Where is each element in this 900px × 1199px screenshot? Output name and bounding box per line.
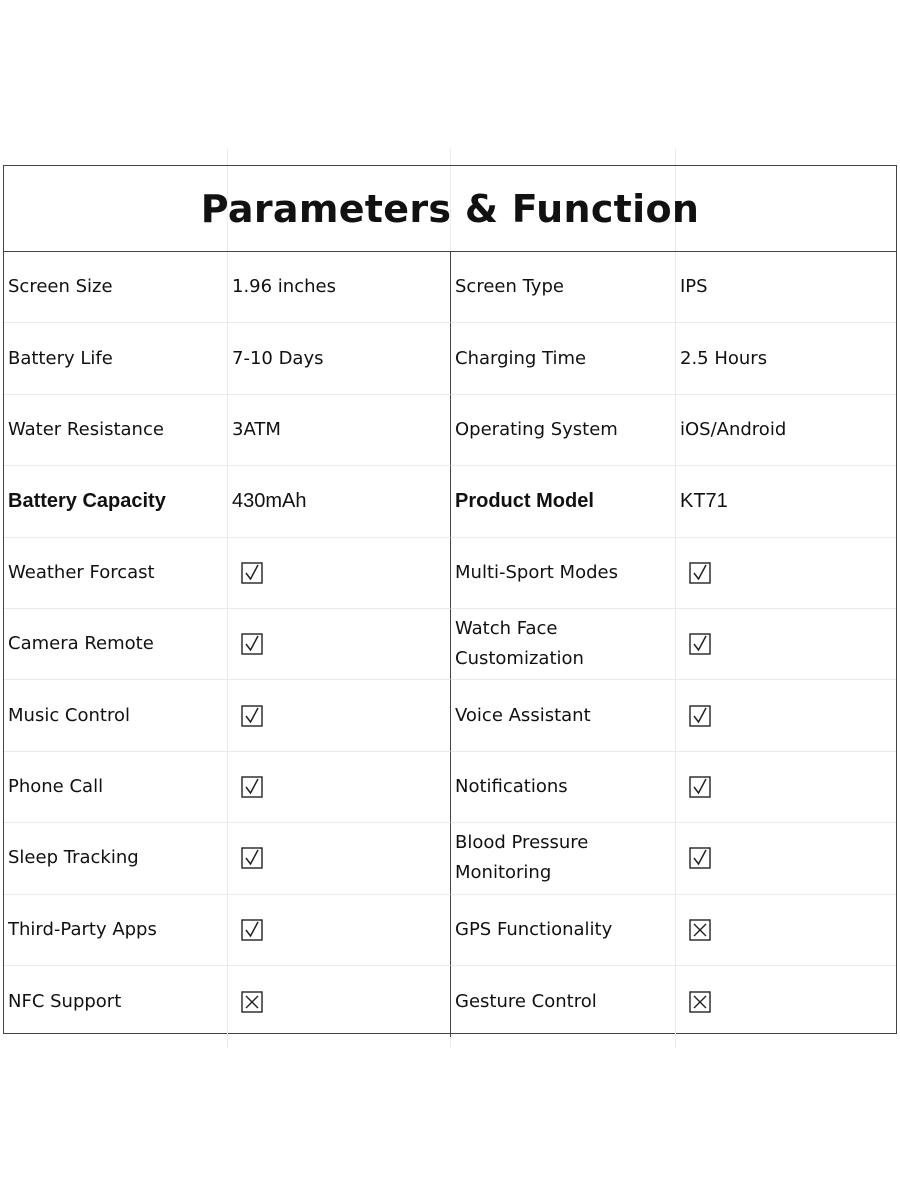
param-label: Screen Type xyxy=(451,252,676,324)
param-value xyxy=(676,538,896,609)
crossed-box-icon xyxy=(689,919,711,941)
param-label: Battery Capacity xyxy=(4,466,228,538)
checked-box-icon xyxy=(689,776,711,798)
param-value: 3ATM xyxy=(228,394,451,467)
param-label: Sleep Tracking xyxy=(4,823,228,895)
param-label: Screen Size xyxy=(4,252,228,324)
param-label: Voice Assistant xyxy=(451,680,676,752)
checked-box-icon xyxy=(689,704,711,727)
param-label: Camera Remote xyxy=(4,608,228,681)
param-value xyxy=(228,537,451,609)
param-value: 1.96 inches xyxy=(228,252,451,324)
spec-table: Parameters & Function Screen Size 1.96 in… xyxy=(3,165,897,1038)
param-label: Watch Face Customization xyxy=(451,608,676,681)
param-label: Operating System xyxy=(451,394,676,467)
crossed-box-icon xyxy=(241,990,263,1013)
param-label: Product Model xyxy=(451,466,676,538)
param-label: Weather Forcast xyxy=(4,537,228,609)
param-label: Battery Life xyxy=(4,323,228,395)
param-value xyxy=(228,680,451,752)
param-value xyxy=(676,966,896,1037)
param-label: Charging Time xyxy=(451,323,676,395)
crossed-box-icon xyxy=(689,990,711,1013)
param-value xyxy=(228,894,451,966)
param-value: iOS/Android xyxy=(676,395,896,467)
checked-box-icon xyxy=(241,776,263,798)
param-value xyxy=(228,965,451,1038)
param-value xyxy=(228,608,451,681)
checked-box-icon xyxy=(689,562,711,584)
param-label: Music Control xyxy=(4,680,228,752)
spec-grid: Screen Size 1.96 inches Screen Type IPS Batt… xyxy=(4,252,896,1038)
table-title: Parameters & Function xyxy=(4,166,896,252)
checked-box-icon xyxy=(241,633,263,655)
param-label: Third-Party Apps xyxy=(4,894,228,966)
checked-box-icon xyxy=(241,562,263,584)
param-value: 2.5 Hours xyxy=(676,323,896,395)
checked-box-icon xyxy=(241,704,263,727)
param-label: Phone Call xyxy=(4,751,228,824)
checked-box-icon xyxy=(689,633,711,655)
checked-box-icon xyxy=(241,847,263,870)
param-label: Notifications xyxy=(451,751,676,824)
param-label: Blood Pressure Monitoring xyxy=(451,823,676,895)
checked-box-icon xyxy=(689,847,711,870)
param-value xyxy=(228,751,451,824)
param-value xyxy=(676,895,896,966)
param-value xyxy=(676,609,896,681)
param-value xyxy=(228,823,451,895)
param-label: Gesture Control xyxy=(451,965,676,1038)
checked-box-icon xyxy=(241,919,263,941)
param-label: NFC Support xyxy=(4,965,228,1038)
param-value: KT71 xyxy=(676,466,896,538)
param-value: IPS xyxy=(676,252,896,324)
param-value xyxy=(676,680,896,752)
param-label: GPS Functionality xyxy=(451,894,676,966)
param-label: Multi-Sport Modes xyxy=(451,537,676,609)
param-value: 7-10 Days xyxy=(228,323,451,395)
param-value xyxy=(676,823,896,895)
param-label: Water Resistance xyxy=(4,394,228,467)
param-value xyxy=(676,752,896,824)
param-value: 430mAh xyxy=(228,466,451,538)
